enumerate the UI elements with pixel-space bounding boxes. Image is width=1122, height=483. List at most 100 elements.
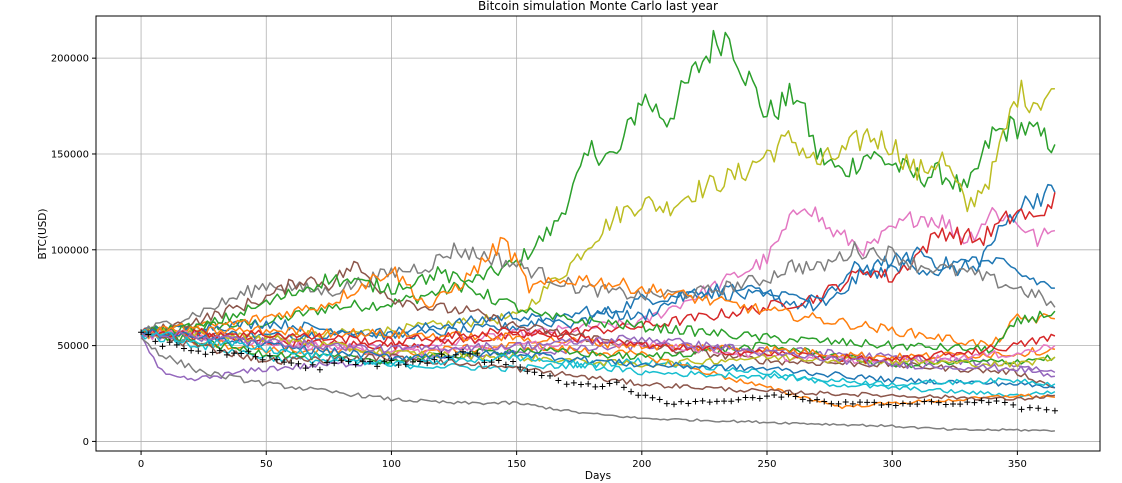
series-marker [366,358,373,365]
series-marker [1051,407,1058,414]
series-marker [907,400,914,407]
series-marker [678,398,685,405]
series-marker [538,372,545,379]
series-marker [424,360,431,367]
y-tick-label: 0 [83,437,89,448]
series-marker [145,331,152,338]
series-line [140,79,1055,343]
series-marker [438,351,445,358]
series-marker [517,364,524,371]
x-tick-label: 0 [138,459,144,470]
series-marker [388,357,395,364]
series-marker [352,361,359,368]
series-marker [563,381,570,388]
series-marker [445,354,452,361]
grid-lines [96,16,1100,451]
series-marker [642,392,649,399]
series-marker [671,401,678,408]
series-marker [195,348,202,355]
series-marker [935,399,942,406]
series-line [141,329,1056,401]
series-marker [231,350,238,357]
x-axis-ticks: 0 50 100 150 200 250 300 350 [138,451,1027,470]
series-marker [949,400,956,407]
series-line [141,328,1056,368]
series-marker [238,350,245,357]
series-marker [835,400,842,407]
series-marker [656,396,663,403]
y-tick-label: 200000 [51,54,89,65]
series-marker [152,338,159,345]
series-markers [138,329,1058,414]
series-marker [663,400,670,407]
series-marker [474,350,481,357]
series-marker [547,372,554,379]
series-marker [288,360,295,367]
y-tick-label: 50000 [57,341,89,352]
series-marker [524,368,531,375]
series-marker [713,398,720,405]
series-marker [599,383,606,390]
series-marker [778,394,785,401]
series-marker [828,400,835,407]
series-line [140,266,1056,354]
series-marker [699,397,706,404]
series-marker [921,398,928,405]
series-marker [892,402,899,409]
series-marker [216,347,223,354]
series-marker [459,348,466,355]
series-marker [871,399,878,406]
series-marker [814,396,821,403]
series-marker [785,391,792,398]
series-marker [431,356,438,363]
series-marker [295,360,302,367]
series-marker [649,394,656,401]
plot-frame [95,15,1101,452]
series-line [141,192,1056,351]
series-marker [856,399,863,406]
series-marker [964,399,971,406]
series-marker [885,401,892,408]
series-marker [620,384,627,391]
series-marker [635,392,642,399]
series-marker [742,394,749,401]
series-marker [402,361,409,368]
series-marker [1043,406,1050,413]
y-axis-label: BTC(USD) [37,209,49,260]
series-marker [792,393,799,400]
series-marker [481,359,488,366]
x-tick-label: 350 [1008,459,1027,470]
series-marker [899,400,906,407]
series-marker [359,358,366,365]
series-line [140,327,1056,364]
series-line [140,337,1055,432]
series-marker [628,388,635,395]
x-tick-label: 100 [382,459,401,470]
series-marker [914,401,921,408]
series-line [140,329,1056,378]
series-marker [606,380,613,387]
series-marker [771,392,778,399]
x-tick-label: 300 [883,459,902,470]
x-tick-label: 200 [632,459,651,470]
series-marker [978,397,985,404]
series-marker [864,399,871,406]
series-marker [381,358,388,365]
series-marker [821,398,828,405]
series-marker [878,401,885,408]
series-marker [692,398,699,405]
series-marker [180,345,187,352]
series-marker [252,353,259,360]
y-axis-ticks: 0 50000 100000 150000 200000 [51,54,96,448]
y-tick-label: 150000 [51,149,89,160]
x-axis-label: Days [585,470,611,482]
series-marker [735,396,742,403]
series-line [140,29,1056,335]
series-marker [555,377,562,384]
series-marker [578,381,585,388]
series-marker [971,399,978,406]
series-marker [467,350,474,357]
series-marker [510,358,517,365]
series-group [138,29,1058,432]
